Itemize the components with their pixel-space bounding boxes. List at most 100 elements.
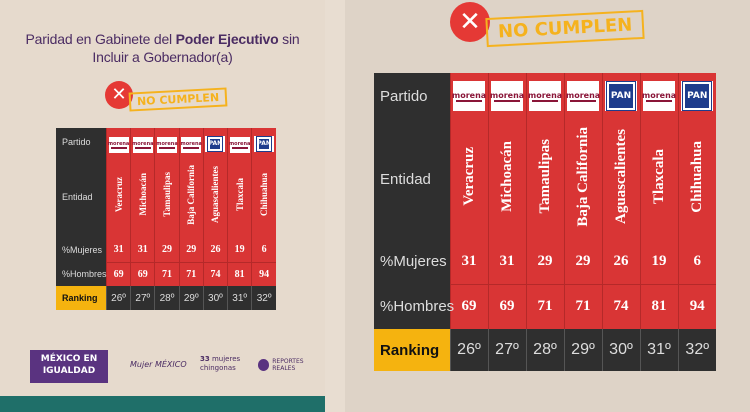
- logo4-text: REPORTES REALES: [272, 358, 304, 372]
- morena-logo-text: morena: [228, 140, 251, 147]
- ranking-cell: 32º: [251, 286, 276, 310]
- morena-logo-text: morena: [451, 90, 487, 100]
- entidad-cell: Veracruz: [105, 156, 131, 238]
- pan-logo-text: PAN: [607, 82, 635, 110]
- hombres-cell: 81: [227, 262, 252, 286]
- right-zoomed-infographic: ✕ NO CUMPLEN Partido morena morena morena mo…: [345, 0, 750, 412]
- entidad-name: Veracruz: [460, 147, 477, 206]
- entidad-name: Aguascalientes: [210, 166, 221, 223]
- mujeres-cell: 29: [525, 239, 564, 285]
- entidad-name: Tlaxcala: [650, 149, 667, 204]
- reportes-logo: REPORTES REALES: [258, 358, 325, 372]
- morena-logo-text: morena: [641, 90, 677, 100]
- mujeres-cell: 31: [130, 238, 155, 263]
- mujeres-cell: 6: [251, 238, 276, 263]
- morena-logo-icon: morena: [180, 136, 202, 153]
- pan-logo-icon: PAN: [681, 81, 714, 111]
- morena-logo-text: morena: [107, 140, 130, 147]
- entidad-cell: Baja California: [178, 156, 204, 238]
- table-row-partido: Partido morena morena morena morena PAN morena…: [56, 128, 276, 156]
- table-row-entidad: Entidad Veracruz Michoacán Tamaulipas Baja C…: [56, 156, 276, 238]
- entidad-cell: Chihuahua: [677, 119, 716, 239]
- mujeres-cell: 31: [487, 239, 526, 285]
- circle-icon: [258, 359, 270, 371]
- morena-logo-icon: morena: [451, 81, 487, 111]
- morena-underline: [159, 146, 175, 149]
- morena-logo-icon: morena: [156, 136, 178, 153]
- pan-logo-text: PAN: [683, 82, 712, 110]
- left-infographic: Paridad en Gabinete del Poder Ejecutivo …: [0, 0, 325, 412]
- x-icon-large: ✕: [450, 1, 490, 42]
- entidad-cell: Michoacán: [487, 119, 526, 239]
- mujeres-cell: 6: [677, 239, 716, 285]
- morena-underline: [532, 99, 558, 102]
- hombres-cell: 71: [154, 262, 180, 286]
- hombres-cell: 71: [525, 284, 564, 329]
- ranking-table-small: Partido morena morena morena morena PAN morena…: [56, 128, 276, 310]
- entidad-cell: Baja California: [563, 119, 602, 239]
- party-logo-cell: PAN: [601, 73, 640, 119]
- entidad-cell: Tlaxcala: [639, 119, 678, 239]
- morena-underline: [110, 146, 127, 149]
- stamp-label: NO CUMPLEN: [128, 87, 228, 112]
- entidad-name: Aguascalientes: [612, 129, 629, 224]
- row-label-partido: Partido: [56, 128, 107, 156]
- hombres-cell: 74: [202, 262, 228, 286]
- row-label-mujeres: %Mujeres: [374, 239, 450, 284]
- morena-logo-text: morena: [132, 140, 154, 147]
- morena-logo-icon: morena: [641, 81, 677, 111]
- hombres-cell: 69: [105, 262, 131, 286]
- entidad-name: Michoacán: [137, 173, 148, 216]
- morena-logo-icon: morena: [566, 81, 600, 111]
- ranking-cell: 29º: [178, 286, 204, 310]
- entidad-name: Baja California: [574, 126, 591, 227]
- ranking-cell: 31º: [227, 286, 252, 310]
- pan-logo-text: PAN: [208, 136, 223, 151]
- pan-logo-text: PAN: [257, 136, 272, 151]
- ranking-cell: 31º: [639, 329, 678, 371]
- logo1-line1: MÉXICO EN: [40, 354, 98, 364]
- party-logo-cell: morena: [154, 128, 180, 156]
- logo3-text: mujeres chingonas: [200, 355, 241, 372]
- mujeres-cell: 31: [105, 238, 131, 263]
- mexico-en-igualdad-logo: MÉXICO EN IGUALDAD: [30, 350, 108, 383]
- party-logo-cell: morena: [563, 73, 602, 119]
- ranking-cell: 27º: [130, 286, 155, 310]
- mujeres-cell: 29: [154, 238, 180, 263]
- ranking-cell: 28º: [154, 286, 180, 310]
- row-label-ranking: Ranking: [56, 286, 107, 310]
- row-label-ranking: Ranking: [374, 329, 450, 371]
- x-icon: ✕: [105, 80, 133, 109]
- ranking-cell: 30º: [601, 329, 640, 371]
- morena-underline: [183, 146, 200, 149]
- no-cumplen-stamp-large: ✕ NO CUMPLEN: [450, 0, 646, 48]
- chingonas-logo: 33 mujeres chingonas: [200, 355, 250, 373]
- mujeres-cell: 29: [178, 238, 204, 263]
- entidad-name: Chihuahua: [688, 140, 705, 213]
- party-logo-cell: morena: [639, 73, 678, 119]
- ranking-cell: 26º: [449, 329, 488, 371]
- party-logo-cell: morena: [525, 73, 564, 119]
- mujeres-cell: 29: [563, 239, 602, 285]
- entidad-name: Tamaulipas: [536, 139, 553, 214]
- morena-logo-text: morena: [489, 90, 525, 100]
- morena-underline: [134, 146, 151, 149]
- hombres-cell: 69: [449, 284, 488, 329]
- entidad-cell: Tamaulipas: [525, 119, 564, 239]
- ranking-cell: 27º: [487, 329, 526, 371]
- hombres-cell: 94: [251, 262, 276, 286]
- title-bold: Poder Ejecutivo: [175, 31, 279, 47]
- morena-logo-icon: morena: [228, 136, 251, 153]
- entidad-name: Michoacán: [498, 141, 515, 212]
- morena-logo-text: morena: [180, 140, 202, 147]
- party-logo-cell: morena: [227, 128, 252, 156]
- morena-logo-icon: morena: [528, 81, 562, 111]
- mujeres-cell: 31: [449, 239, 488, 285]
- table-row-entidad: Entidad Veracruz Michoacán Tamaulipas Baja C…: [374, 119, 716, 239]
- morena-underline: [570, 99, 596, 102]
- morena-underline: [456, 99, 482, 102]
- ranking-table-large: Partido morena morena morena morena PAN morena…: [374, 73, 716, 371]
- pan-logo-icon: PAN: [605, 81, 637, 111]
- hombres-cell: 69: [487, 284, 526, 329]
- party-logo-cell: PAN: [251, 128, 276, 156]
